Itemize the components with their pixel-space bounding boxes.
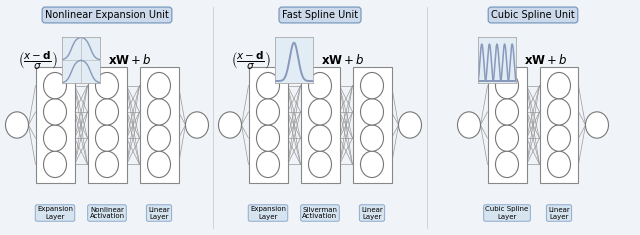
Ellipse shape xyxy=(147,125,170,151)
Text: $\left(\dfrac{x-\mathbf{d}}{\sigma}\right)$: $\left(\dfrac{x-\mathbf{d}}{\sigma}\righ… xyxy=(231,49,271,71)
Ellipse shape xyxy=(6,112,29,138)
Ellipse shape xyxy=(586,112,609,138)
Ellipse shape xyxy=(44,99,67,125)
Text: Fast Spline Unit: Fast Spline Unit xyxy=(282,10,358,20)
Ellipse shape xyxy=(495,151,518,177)
Text: Expansion
Layer: Expansion Layer xyxy=(250,207,286,219)
Ellipse shape xyxy=(308,125,332,151)
Ellipse shape xyxy=(547,151,570,177)
Ellipse shape xyxy=(360,151,383,177)
Text: Linear
Layer: Linear Layer xyxy=(148,207,170,219)
Ellipse shape xyxy=(547,125,570,151)
Ellipse shape xyxy=(44,72,67,99)
Text: Nonlinear
Activation: Nonlinear Activation xyxy=(90,207,125,219)
Ellipse shape xyxy=(308,72,332,99)
FancyBboxPatch shape xyxy=(35,67,74,183)
Ellipse shape xyxy=(360,99,383,125)
Text: Cubic Spline Unit: Cubic Spline Unit xyxy=(491,10,575,20)
Ellipse shape xyxy=(495,72,518,99)
Text: $\mathbf{xW}+b$: $\mathbf{xW}+b$ xyxy=(524,53,568,67)
Ellipse shape xyxy=(44,125,67,151)
Ellipse shape xyxy=(495,125,518,151)
FancyBboxPatch shape xyxy=(301,67,339,183)
Ellipse shape xyxy=(44,151,67,177)
Ellipse shape xyxy=(360,72,383,99)
Ellipse shape xyxy=(95,72,118,99)
Ellipse shape xyxy=(218,112,241,138)
Ellipse shape xyxy=(186,112,209,138)
Ellipse shape xyxy=(547,99,570,125)
Ellipse shape xyxy=(95,99,118,125)
Ellipse shape xyxy=(547,72,570,99)
FancyBboxPatch shape xyxy=(88,67,127,183)
Text: $\mathbf{xW}+b$: $\mathbf{xW}+b$ xyxy=(108,53,152,67)
Ellipse shape xyxy=(95,125,118,151)
FancyBboxPatch shape xyxy=(353,67,392,183)
Ellipse shape xyxy=(495,99,518,125)
FancyBboxPatch shape xyxy=(540,67,579,183)
Ellipse shape xyxy=(399,112,422,138)
Text: Cubic Spline
Layer: Cubic Spline Layer xyxy=(485,207,529,219)
FancyBboxPatch shape xyxy=(248,67,287,183)
Ellipse shape xyxy=(147,99,170,125)
Ellipse shape xyxy=(458,112,481,138)
Text: Expansion
Layer: Expansion Layer xyxy=(37,207,73,219)
Text: $\mathbf{xW}+b$: $\mathbf{xW}+b$ xyxy=(321,53,365,67)
Ellipse shape xyxy=(147,72,170,99)
Ellipse shape xyxy=(257,151,280,177)
Ellipse shape xyxy=(147,151,170,177)
Text: Linear
Layer: Linear Layer xyxy=(548,207,570,219)
Ellipse shape xyxy=(360,125,383,151)
Ellipse shape xyxy=(95,151,118,177)
FancyBboxPatch shape xyxy=(488,67,527,183)
Text: Silverman
Activation: Silverman Activation xyxy=(303,207,337,219)
Text: Nonlinear Expansion Unit: Nonlinear Expansion Unit xyxy=(45,10,169,20)
Ellipse shape xyxy=(308,151,332,177)
FancyBboxPatch shape xyxy=(140,67,179,183)
Ellipse shape xyxy=(257,125,280,151)
Ellipse shape xyxy=(257,99,280,125)
Ellipse shape xyxy=(308,99,332,125)
Ellipse shape xyxy=(257,72,280,99)
Text: $\left(\dfrac{x-\mathbf{d}}{\sigma}\right)$: $\left(\dfrac{x-\mathbf{d}}{\sigma}\righ… xyxy=(18,49,58,71)
Text: Linear
Layer: Linear Layer xyxy=(361,207,383,219)
